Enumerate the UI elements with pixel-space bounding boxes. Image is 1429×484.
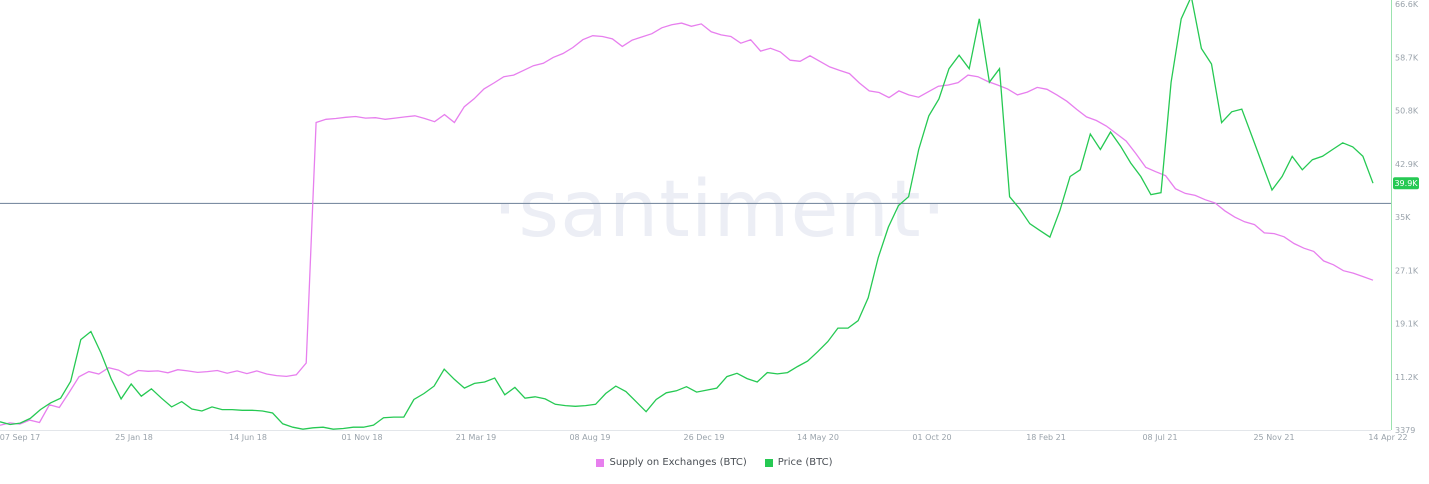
y-tick-label: 27.1K (1395, 266, 1419, 275)
x-tick-label: 08 Jul 21 (1142, 433, 1177, 442)
y-tick-label: 11.2K (1395, 373, 1419, 382)
y-right-tick-labels: 66.6K 58.7K 50.8K 42.9K 35K 27.1K 19.1K 11.2K 33… (1395, 0, 1419, 435)
current-price-badge-text: 39.9K (1394, 179, 1418, 188)
x-tick-label: 18 Feb 21 (1026, 433, 1066, 442)
legend-label-price: Price (BTC) (777, 457, 833, 468)
x-tick-label: 25 Nov 21 (1253, 433, 1294, 442)
x-tick-label: 21 Mar 19 (456, 433, 497, 442)
legend-item-price[interactable]: Price (BTC) (764, 457, 833, 468)
x-tick-label: 08 Aug 19 (569, 433, 610, 442)
x-tick-label: 26 Dec 19 (684, 433, 725, 442)
legend: Supply on Exchanges (BTC) Price (BTC) (0, 457, 1429, 468)
y-tick-label: 58.7K (1395, 53, 1419, 62)
x-tick-label: 14 May 20 (797, 433, 839, 442)
y-tick-label: 42.9K (1395, 160, 1419, 169)
x-tick-label: 01 Oct 20 (912, 433, 951, 442)
legend-swatch-supply (596, 458, 605, 467)
legend-label-supply: Supply on Exchanges (BTC) (609, 457, 747, 468)
watermark-text: ·santiment· (493, 165, 948, 255)
y-tick-label: 35K (1395, 213, 1411, 222)
series-line-price (0, 0, 1374, 430)
x-tick-label: 14 Jun 18 (229, 433, 267, 442)
x-tick-label: 25 Jan 18 (115, 433, 153, 442)
y-tick-label: 19.1K (1395, 320, 1419, 329)
current-price-badge: 39.9K (1393, 177, 1419, 190)
y-tick-label: 50.8K (1395, 107, 1419, 116)
legend-swatch-price (764, 458, 773, 467)
x-tick-label: 01 Nov 18 (341, 433, 382, 442)
series-line-supply (0, 22, 1374, 426)
x-tick-label: 07 Sep 17 (0, 433, 40, 442)
current-price-badge-bg (1393, 177, 1419, 190)
y-tick-label: 66.6K (1395, 0, 1419, 9)
x-tick-labels: 07 Sep 17 25 Jan 18 14 Jun 18 01 Nov 18 21 M… (0, 433, 1408, 442)
y-tick-label: 3379 (1395, 426, 1415, 435)
x-tick-label: 14 Apr 22 (1368, 433, 1407, 442)
legend-item-supply[interactable]: Supply on Exchanges (BTC) (596, 457, 747, 468)
